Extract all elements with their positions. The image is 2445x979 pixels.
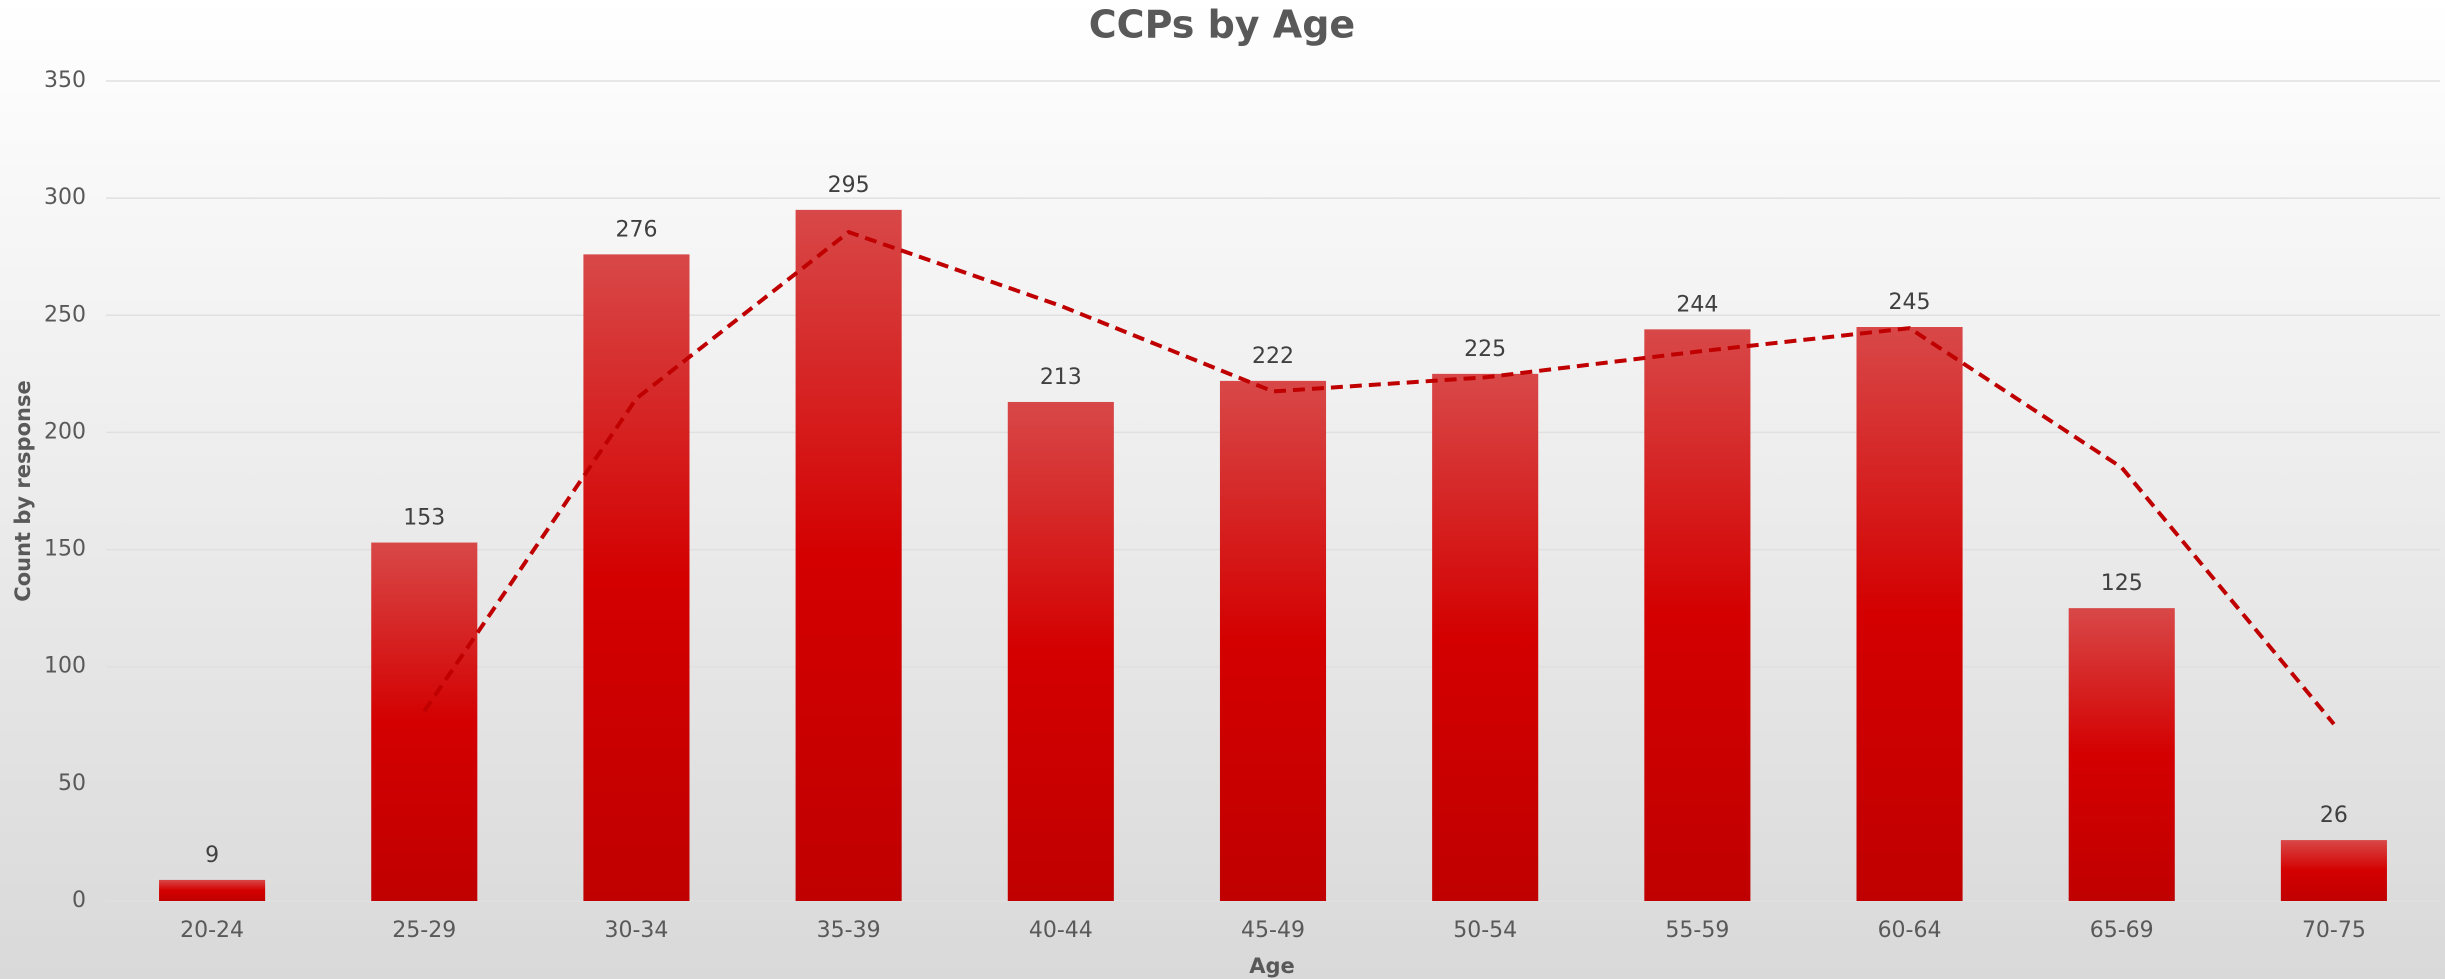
y-tick-label: 150 xyxy=(44,537,86,562)
bar xyxy=(795,209,902,901)
bar xyxy=(1856,327,1963,901)
data-label: 153 xyxy=(403,506,445,531)
bar xyxy=(159,879,266,901)
data-label: 225 xyxy=(1464,337,1506,362)
data-label: 245 xyxy=(1889,290,1931,315)
bar xyxy=(1219,380,1327,901)
chart-title: CCPs by Age xyxy=(1089,3,1355,47)
data-label: 295 xyxy=(828,173,870,198)
x-tick-label: 70-75 xyxy=(2302,918,2366,943)
y-tick-label: 100 xyxy=(44,654,86,679)
y-tick-label: 300 xyxy=(44,185,86,210)
x-tick-label: 20-24 xyxy=(180,918,244,943)
bar xyxy=(1007,401,1114,901)
trend-line xyxy=(422,229,2336,726)
x-tick-label: 45-49 xyxy=(1241,918,1305,943)
y-tick-label: 350 xyxy=(44,68,86,93)
x-tick-label: 30-34 xyxy=(604,918,668,943)
data-label: 222 xyxy=(1252,344,1294,369)
bar xyxy=(1644,329,1751,901)
x-tick-label: 35-39 xyxy=(817,918,881,943)
data-label: 244 xyxy=(1676,292,1718,317)
data-label: 9 xyxy=(205,843,219,868)
data-label: 125 xyxy=(2101,571,2143,596)
data-label: 26 xyxy=(2320,803,2348,828)
y-tick-label: 0 xyxy=(72,888,86,913)
bar xyxy=(583,254,690,901)
bar xyxy=(371,542,478,901)
x-tick-label: 25-29 xyxy=(392,918,456,943)
data-label: 276 xyxy=(615,217,657,242)
x-tick-label: 50-54 xyxy=(1453,918,1517,943)
bar xyxy=(2068,608,2175,901)
x-tick-label: 40-44 xyxy=(1029,918,1093,943)
y-axis-title: Count by response xyxy=(11,380,35,601)
y-tick-label: 200 xyxy=(44,419,86,444)
y-tick-label: 50 xyxy=(58,771,86,796)
x-axis-title: Age xyxy=(1249,954,1295,978)
data-label: 213 xyxy=(1040,365,1082,390)
x-tick-label: 60-64 xyxy=(1878,918,1942,943)
x-tick-label: 55-59 xyxy=(1665,918,1729,943)
x-tick-label: 65-69 xyxy=(2090,918,2154,943)
bar xyxy=(2280,840,2387,901)
bar xyxy=(1432,373,1539,901)
y-tick-label: 250 xyxy=(44,302,86,327)
